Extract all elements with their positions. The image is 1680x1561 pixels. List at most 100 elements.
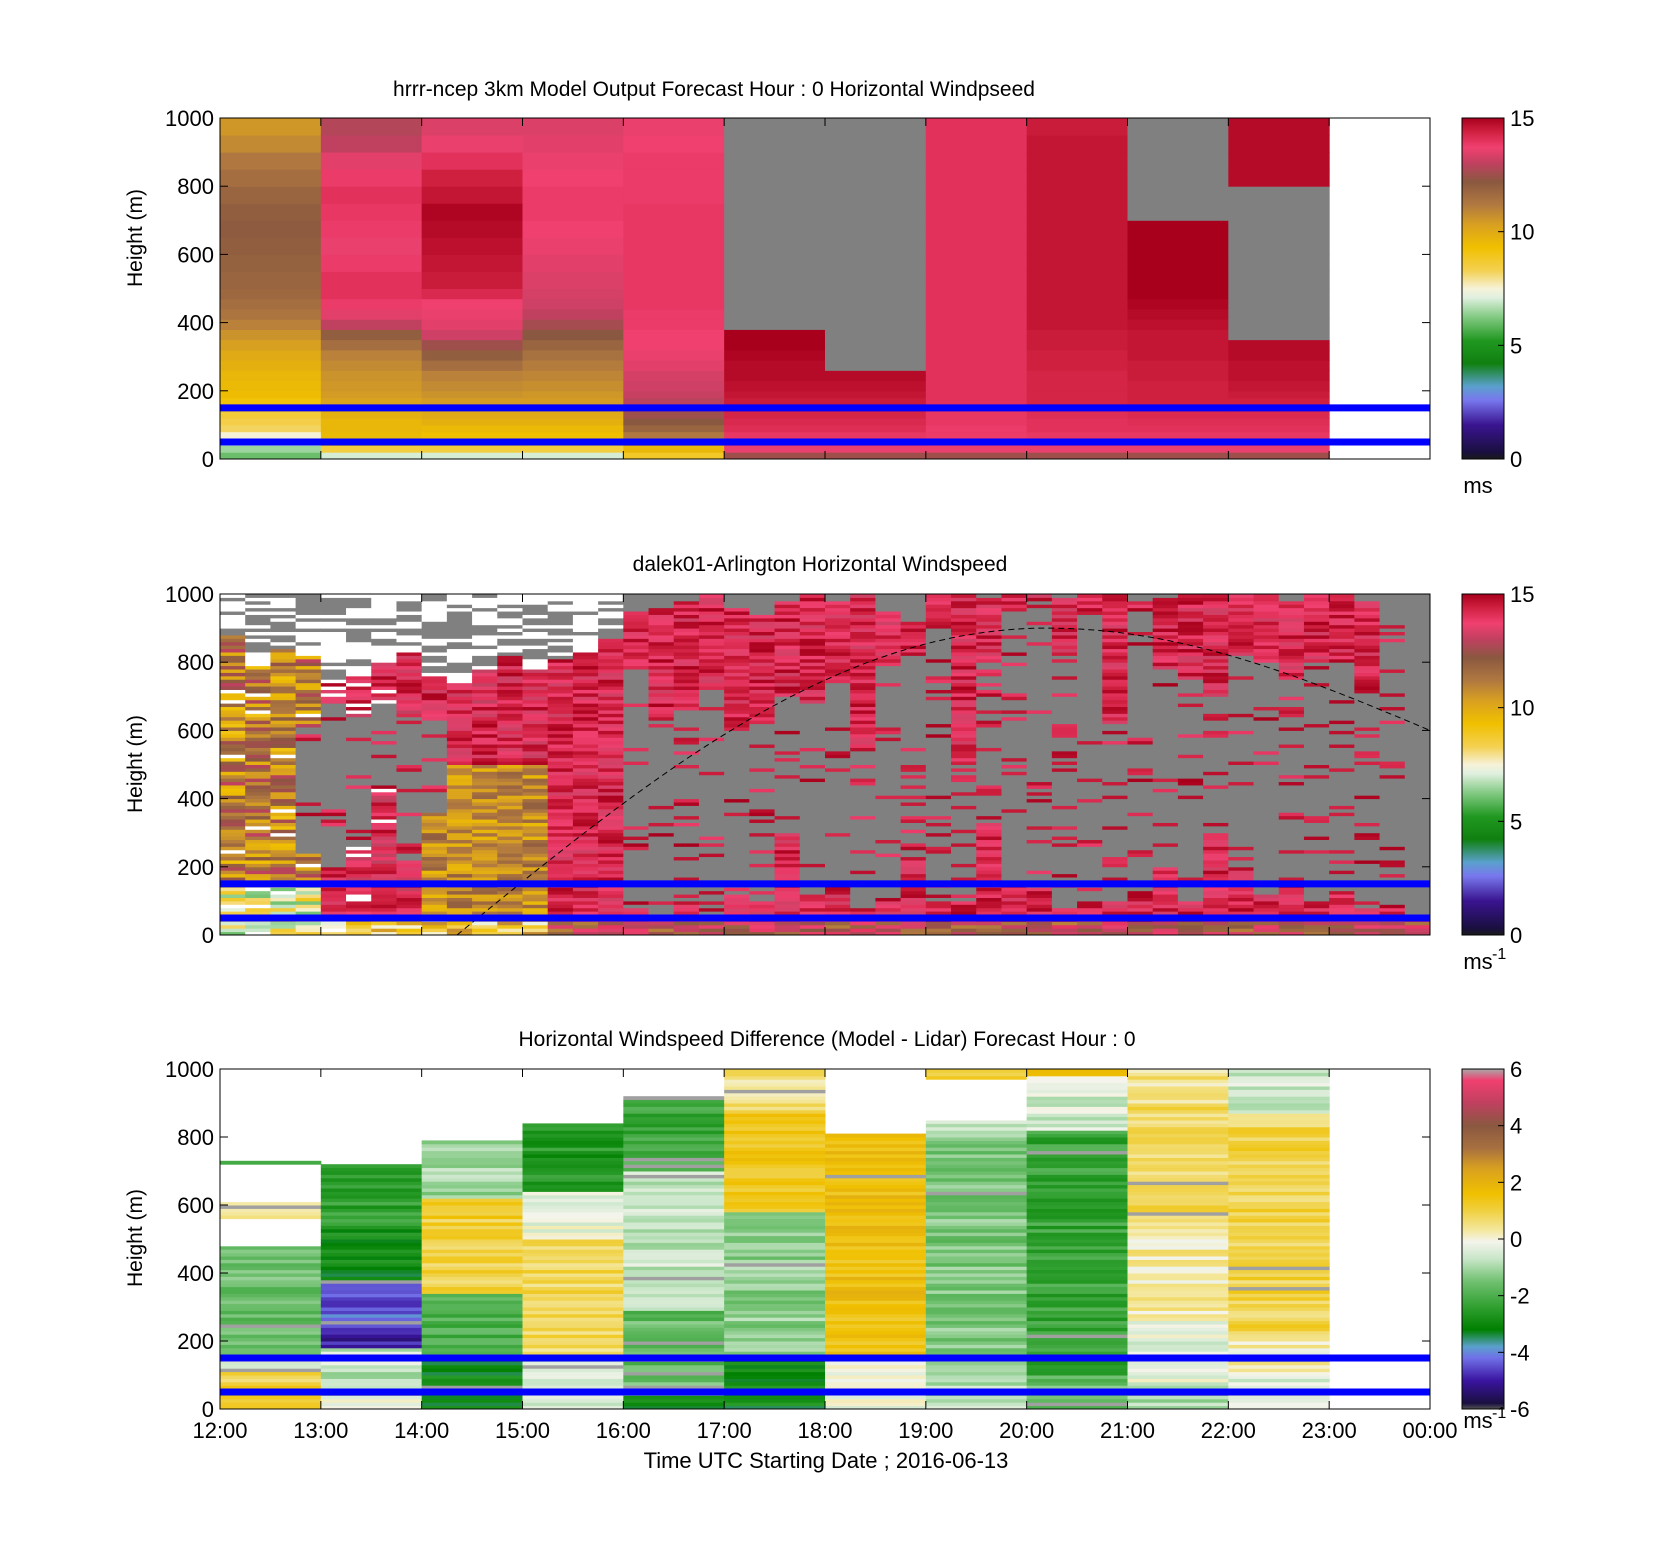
- lidar-cell: [1026, 815, 1053, 820]
- lidar-cell: [245, 726, 271, 731]
- lidar-cell: [774, 621, 801, 626]
- lidar-cell: [295, 781, 322, 786]
- lidar-cell: [1051, 761, 1078, 765]
- lidar-cell: [1177, 788, 1204, 793]
- model-cell: [1127, 220, 1229, 238]
- lidar-cell: [220, 904, 246, 909]
- lidar-cell: [1152, 911, 1179, 916]
- lidar-cell: [850, 641, 876, 646]
- lidar-cell: [1329, 825, 1355, 830]
- lidar-cell: [346, 873, 372, 878]
- lidar-cell: [396, 764, 423, 769]
- lidar-cell: [522, 645, 549, 650]
- lidar-cell: [1253, 761, 1280, 765]
- lidar-cell: [1354, 682, 1381, 687]
- model-cell: [825, 397, 927, 405]
- lidar-cell: [1077, 641, 1103, 646]
- model-cell: [724, 452, 826, 460]
- lidar-cell: [295, 709, 322, 714]
- lidar-cell: [900, 761, 927, 765]
- lidar-cell: [1329, 621, 1355, 626]
- lidar-cell: [1102, 859, 1128, 864]
- lidar-cell: [1177, 716, 1204, 721]
- lidar-cell: [1329, 778, 1355, 783]
- lidar-cell: [951, 737, 977, 742]
- lidar-cell: [774, 597, 801, 602]
- lidar-cell: [1278, 767, 1305, 772]
- lidar-cell: [245, 904, 271, 909]
- model-cell: [623, 452, 725, 460]
- lidar-cell: [648, 866, 675, 871]
- lidar-cell: [598, 733, 624, 738]
- lidar-cell: [497, 836, 523, 841]
- lidar-cell: [1152, 894, 1179, 898]
- lidar-cell: [799, 781, 826, 786]
- lidar-cell: [220, 648, 246, 653]
- lidar-cell: [245, 928, 271, 933]
- lidar-cell: [673, 686, 700, 690]
- lidar-cell: [951, 788, 977, 793]
- lidar-cell: [346, 594, 372, 598]
- lidar-cell: [270, 733, 297, 738]
- lidar-cell: [799, 791, 826, 796]
- lidar-cell: [1102, 641, 1128, 646]
- lidar-cell: [1102, 795, 1128, 800]
- lidar-cell: [698, 638, 725, 643]
- lidar-cell: [1278, 669, 1305, 673]
- lidar-cell: [673, 692, 700, 697]
- model-cell: [1127, 339, 1229, 351]
- lidar-cell: [623, 856, 650, 861]
- lidar-cell: [1253, 624, 1280, 629]
- lidar-cell: [446, 812, 473, 817]
- lidar-cell: [900, 744, 927, 748]
- lidar-cell: [245, 645, 271, 650]
- lidar-cell: [799, 757, 826, 762]
- lidar-cell: [1001, 614, 1028, 619]
- lidar-cell: [1303, 733, 1330, 738]
- lidar-cell: [1077, 750, 1103, 755]
- lidar-cell: [270, 730, 297, 735]
- lidar-cell: [925, 887, 952, 892]
- lidar-cell: [925, 624, 952, 629]
- lidar-cell: [1303, 696, 1330, 701]
- lidar-cell: [724, 740, 750, 745]
- lidar-cell: [1203, 638, 1229, 643]
- lidar-cell: [976, 594, 1002, 598]
- lidar-cell: [1203, 781, 1229, 786]
- model-cell: [522, 203, 624, 221]
- lidar-cell: [1203, 617, 1229, 622]
- lidar-cell: [421, 689, 448, 694]
- lidar-cell: [825, 730, 851, 735]
- lidar-cell: [371, 692, 397, 697]
- lidar-cell: [774, 897, 801, 902]
- lidar-cell: [623, 645, 650, 650]
- lidar-cell: [648, 648, 675, 653]
- lidar-cell: [421, 767, 448, 772]
- lidar-cell: [900, 720, 927, 725]
- lidar-cell: [320, 788, 347, 793]
- lidar-cell: [1077, 675, 1103, 680]
- model-cell: [320, 186, 423, 204]
- lidar-cell: [598, 754, 624, 759]
- lidar-cell: [245, 767, 271, 772]
- lidar-cell: [976, 924, 1002, 929]
- lidar-cell: [1102, 709, 1128, 714]
- lidar-cell: [1303, 842, 1330, 847]
- lidar-cell: [220, 784, 246, 789]
- lidar-cell: [547, 692, 574, 697]
- lidar-cell: [1127, 699, 1154, 704]
- lidar-cell: [900, 812, 927, 817]
- colorbar-tick-label: 0: [1510, 447, 1522, 472]
- lidar-cell: [1278, 692, 1305, 697]
- lidar-cell: [346, 812, 372, 817]
- lidar-cell: [1354, 822, 1381, 827]
- lidar-cell: [1051, 621, 1078, 626]
- lidar-cell: [1354, 931, 1381, 936]
- lidar-cell: [623, 631, 650, 636]
- lidar-cell: [1203, 904, 1229, 909]
- model-cell: [522, 298, 624, 310]
- lidar-cell: [1077, 849, 1103, 854]
- lidar-cell: [825, 726, 851, 731]
- lidar-cell: [245, 648, 271, 653]
- lidar-cell: [1001, 788, 1028, 793]
